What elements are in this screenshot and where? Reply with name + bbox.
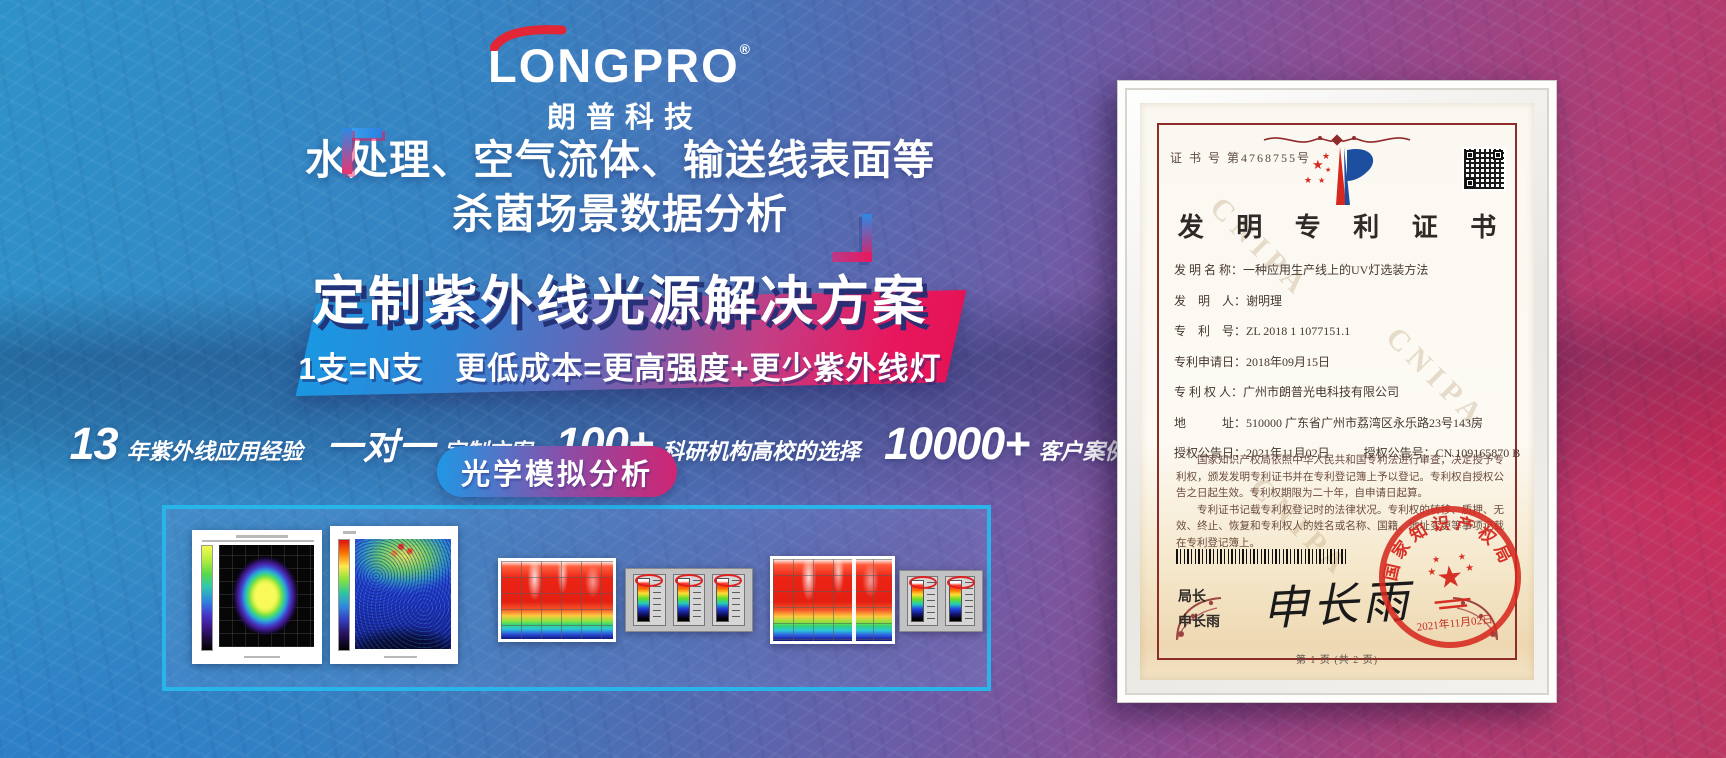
field-grant-date-and-number: 授权公告日：2021年11月02日 授权公告号：CN 109165870 B xyxy=(1174,446,1521,460)
color-scale-bar xyxy=(338,539,350,651)
field-address: 地 址：510000 广东省广州市荔湾区永乐路23号143房 xyxy=(1174,415,1484,430)
heatmap-area xyxy=(501,561,613,639)
noise-plot-area xyxy=(355,539,451,649)
registered-mark: ® xyxy=(739,41,752,57)
svg-text:★: ★ xyxy=(1304,175,1312,185)
logo-text: LONGPRO xyxy=(488,39,740,92)
svg-text:★: ★ xyxy=(1435,560,1465,596)
seal-date: 2021年11月02日 xyxy=(1416,612,1494,634)
director-block: 局长 申长雨 xyxy=(1178,585,1220,635)
field-patent-number: 专 利 号：ZL 2018 1 1077151.1 xyxy=(1174,324,1351,338)
field-inventor: 发 明 人：谢明理 xyxy=(1174,293,1283,308)
certificate-title: 发 明 专 利 证 书 xyxy=(1177,213,1510,242)
svg-text:★: ★ xyxy=(1465,562,1475,574)
logo-chinese-name: 朗普科技 xyxy=(546,102,703,134)
stat-experience: 13 年紫外线应用经验 xyxy=(70,418,303,470)
svg-text:★: ★ xyxy=(1432,554,1441,565)
heatmap-area xyxy=(773,559,892,641)
patent-certificate-frame: CNIPA CNIPA CNIPA xyxy=(1117,80,1557,703)
ribbon-title: 定制紫外线光源解决方案 xyxy=(312,272,928,331)
certificate-body-text: 国家知识产权局依照中华人民共和国专利法进行审查，决定授予专利权，颁发发明专利证书… xyxy=(1176,453,1504,552)
x-axis-label-placeholder xyxy=(244,656,281,658)
uv-intensity-heatmap-image xyxy=(498,558,616,642)
stat-value: 13 xyxy=(69,418,119,469)
simulation-badge: 光学模拟分析 xyxy=(437,446,677,497)
stat-value: 一对一 xyxy=(326,426,435,467)
certificate-fields: 发 明 名 称：一种应用生产线上的UV灯选装方法 发 明 人：谢明理 专 利 号… xyxy=(1174,261,1521,475)
official-seal-stamp-icon: 国家知识产权局 ★ ★ ★ ★ ★ 2021年11月02日 xyxy=(1375,506,1521,648)
stat-institutions: 100+ 科研机构高校的选择 xyxy=(556,418,860,470)
plot-subtitle-placeholder xyxy=(202,540,315,542)
color-legend xyxy=(907,576,938,626)
svg-text:★: ★ xyxy=(1322,151,1330,161)
svg-text:★: ★ xyxy=(1312,157,1324,172)
legend-panel-three-scales xyxy=(625,568,753,632)
uv-intensity-heatmap-wide-image xyxy=(770,556,895,644)
field-application-date: 专利申请日：2018年09月15日 xyxy=(1174,354,1331,369)
headline-line1: 水处理、空气流体、输送线表面等 xyxy=(305,137,935,183)
noise-irradiance-map-image xyxy=(330,526,458,664)
plot-title-placeholder xyxy=(236,535,289,538)
stat-label: 科研机构高校的选择 xyxy=(662,439,861,464)
brand-logo: LONGPRO® 朗普科技 xyxy=(80,25,1160,136)
contour-plot-area xyxy=(219,545,314,647)
field-patentee: 专 利 权 人：广州市朗普光电科技有限公司 xyxy=(1174,385,1400,399)
color-legend xyxy=(672,574,706,626)
headline-line2: 杀菌场景数据分析 xyxy=(452,191,788,237)
headline: 水处理、空气流体、输送线表面等 杀菌场景数据分析 xyxy=(80,133,1160,241)
color-scale-bar xyxy=(201,545,213,651)
color-legend xyxy=(944,576,975,626)
stat-label: 年紫外线应用经验 xyxy=(126,439,303,464)
patent-certificate: CNIPA CNIPA CNIPA xyxy=(1140,103,1534,680)
field-invention-name: 发 明 名 称：一种应用生产线上的UV灯选装方法 xyxy=(1174,263,1429,277)
irradiance-contour-map-image xyxy=(192,530,322,664)
cnipa-logo-icon: ★ ★ ★ ★ ★ xyxy=(1304,147,1374,205)
ribbon-subtitle: 1支=N支 更低成本=更高强度+更少紫外线灯 xyxy=(298,351,942,386)
body-paragraph: 国家知识产权局依照中华人民共和国专利法进行审查，决定授予专利权，颁发发明专利证书… xyxy=(1176,455,1504,499)
color-legend xyxy=(712,574,746,626)
scale-title-placeholder xyxy=(342,531,356,534)
stats-row: 13 年紫外线应用经验 一对一 定制方案 100+ 科研机构高校的选择 1000… xyxy=(50,418,1190,470)
svg-text:★: ★ xyxy=(1325,166,1331,174)
page-footer: 第 1 页 (共 2 页) xyxy=(1295,655,1379,666)
logo-wordmark: LONGPRO® xyxy=(488,25,752,93)
svg-text:★: ★ xyxy=(1318,176,1325,185)
director-name: 申长雨 xyxy=(1178,615,1220,630)
color-legend xyxy=(633,574,666,626)
certificate-number: 证 书 号 第4768755号 xyxy=(1170,151,1312,165)
legend-panel-two-scales xyxy=(899,570,983,632)
corner-bracket-top-left-icon xyxy=(342,128,382,174)
director-label: 局长 xyxy=(1178,590,1206,605)
barcode xyxy=(1176,549,1348,564)
stat-value: 10000+ xyxy=(884,418,1030,469)
body-paragraph: 专利证书记载专利权登记时的法律状况。专利权的转移、质押、无效、终止、恢复和专利权… xyxy=(1176,504,1504,549)
logo-swoosh-icon xyxy=(490,25,567,51)
svg-text:★: ★ xyxy=(1427,566,1437,578)
corner-bracket-bottom-right-icon xyxy=(832,214,872,262)
x-axis-label-placeholder xyxy=(383,656,418,658)
qr-code xyxy=(1462,147,1506,191)
svg-text:★: ★ xyxy=(1457,551,1466,562)
